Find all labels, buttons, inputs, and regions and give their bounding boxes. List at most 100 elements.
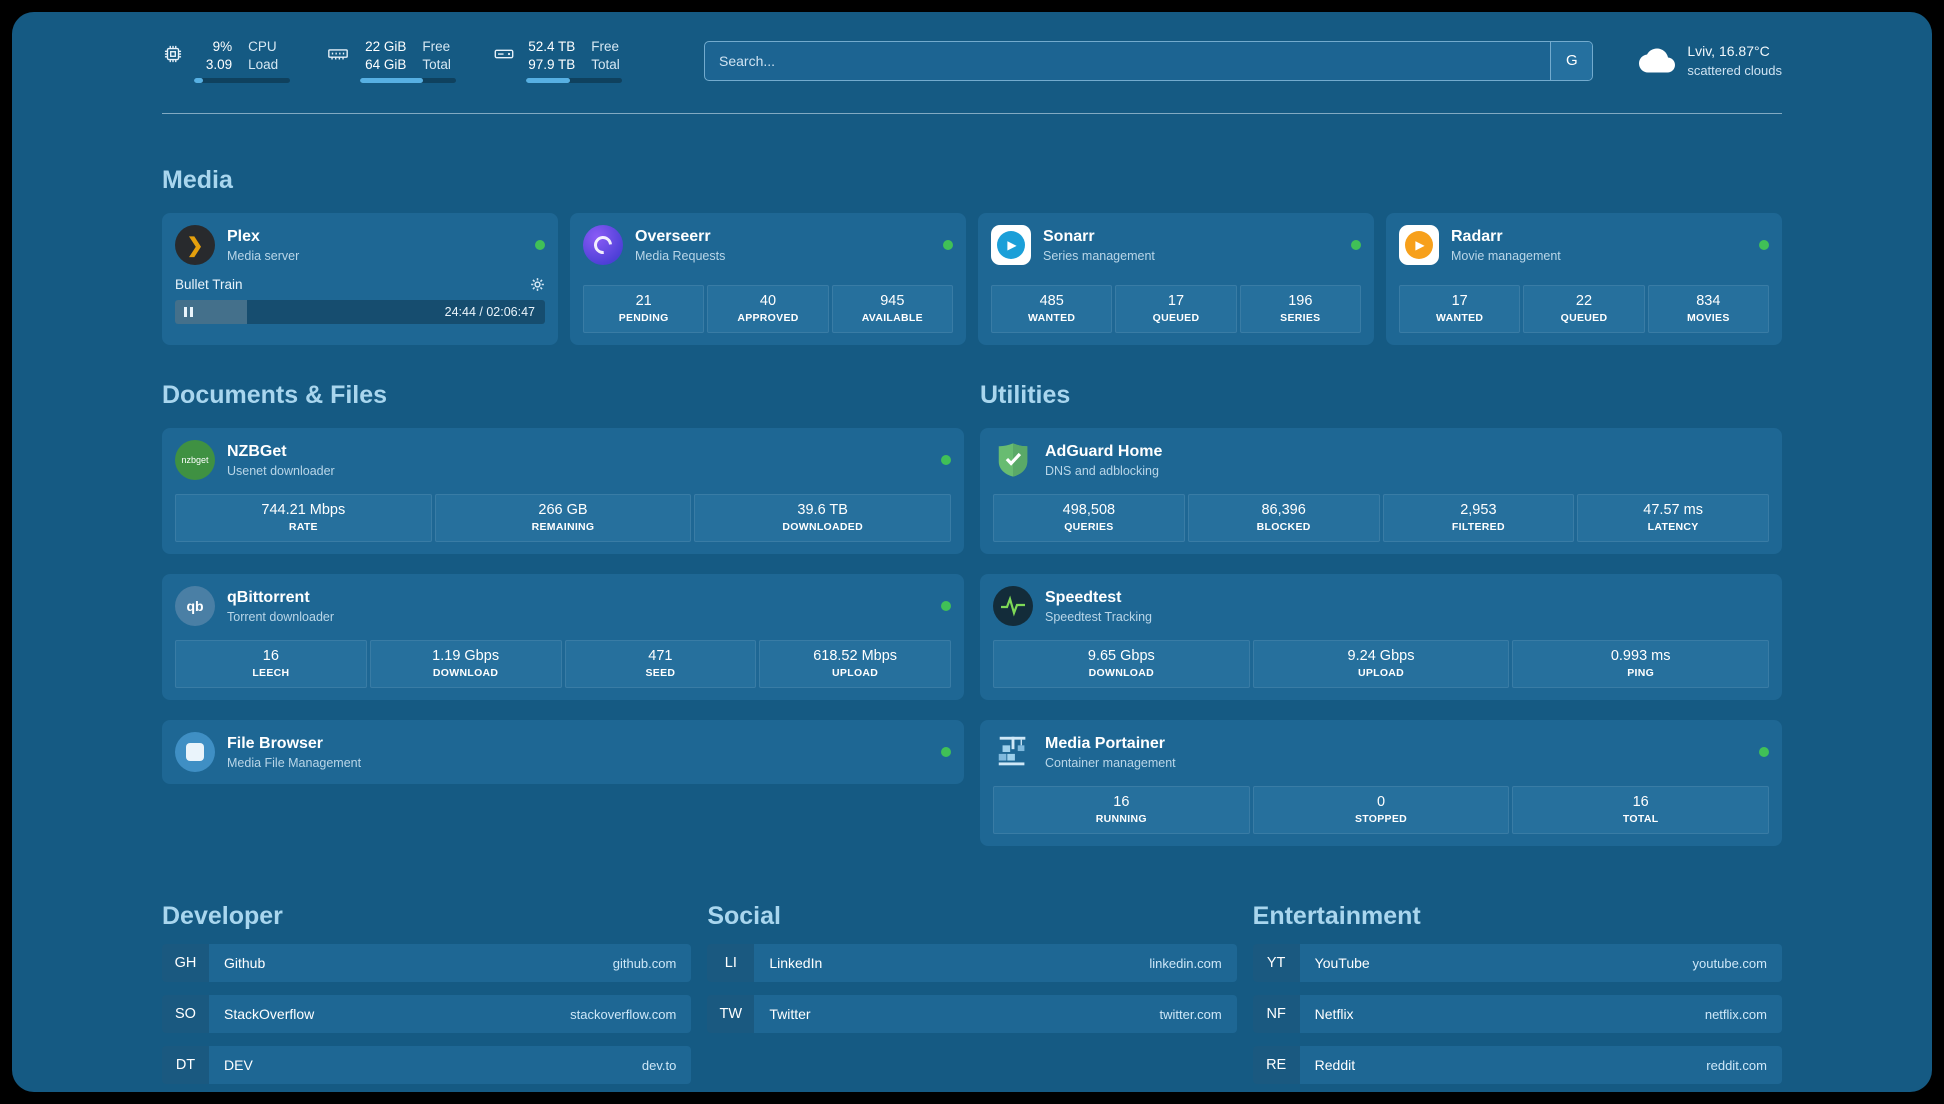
now-playing-title: Bullet Train xyxy=(175,277,243,292)
app-card-portainer: Media Portainer Container management 16 … xyxy=(980,720,1782,846)
disk-free: 52.4 TB xyxy=(528,39,576,54)
status-dot xyxy=(943,240,953,250)
radarr-icon: ▶ xyxy=(1399,225,1439,265)
stat-ping: 0.993 ms PING xyxy=(1512,640,1770,688)
app-name: AdGuard Home xyxy=(1045,442,1163,460)
app-card-sonarr: ▶ Sonarr Series management 485 WANTED 17 xyxy=(978,213,1374,345)
stat-wanted: 17 WANTED xyxy=(1399,285,1521,333)
bookmark-name: LinkedIn xyxy=(769,955,823,971)
plex-icon: ❯ xyxy=(175,225,215,265)
app-tile-adguard[interactable]: AdGuard Home DNS and adblocking xyxy=(993,440,1769,480)
search-engine-button[interactable]: G xyxy=(1550,41,1593,80)
disk-widget: 52.4 TB Free 97.9 TB Total xyxy=(492,38,622,83)
bookmark-twitter[interactable]: TW Twitter twitter.com xyxy=(707,995,1237,1033)
cloud-icon xyxy=(1639,47,1676,74)
app-tile-portainer[interactable]: Media Portainer Container management xyxy=(993,732,1769,772)
stat-total: 16 TOTAL xyxy=(1512,786,1770,834)
top-bar: 9% CPU 3.09 Load 22 GiB xyxy=(162,38,1782,83)
stat-upload: 618.52 Mbps UPLOAD xyxy=(759,640,951,688)
bookmark-reddit[interactable]: RE Reddit reddit.com xyxy=(1252,1046,1782,1084)
bookmark-name: YouTube xyxy=(1314,955,1370,971)
search-input[interactable] xyxy=(705,52,1551,69)
bookmark-github[interactable]: GH Github github.com xyxy=(162,944,692,982)
app-subtitle: DNS and adblocking xyxy=(1045,463,1159,478)
section-title-media: Media xyxy=(162,166,233,194)
bookmark-dev[interactable]: DT DEV dev.to xyxy=(162,1046,692,1084)
section-title-entertainment: Entertainment xyxy=(1252,902,1421,930)
app-tile-filebrowser[interactable]: File Browser Media File Management xyxy=(175,732,951,772)
app-name: Plex xyxy=(227,227,260,245)
memory-free-label: Free xyxy=(422,39,451,54)
stat-upload: 9.24 Gbps UPLOAD xyxy=(1252,640,1510,688)
app-tile-nzbget[interactable]: nzbget NZBGet Usenet downloader xyxy=(175,440,951,480)
stat-filtered: 2,953 FILTERED xyxy=(1382,494,1575,542)
bookmark-abbr: SO xyxy=(162,995,209,1033)
app-name: File Browser xyxy=(227,734,324,752)
app-subtitle: Series management xyxy=(1043,248,1155,263)
status-dot xyxy=(941,455,951,465)
app-card-radarr: ▶ Radarr Movie management 17 WANTED 22 xyxy=(1386,213,1782,345)
stat-remaining: 266 GB REMAINING xyxy=(434,494,692,542)
bookmark-name: Netflix xyxy=(1314,1006,1354,1022)
stat-queued: 22 QUEUED xyxy=(1523,285,1645,333)
app-subtitle: Media Requests xyxy=(635,248,726,263)
gear-icon[interactable] xyxy=(530,277,545,292)
bookmark-stackoverflow[interactable]: SO StackOverflow stackoverflow.com xyxy=(162,995,692,1033)
app-card-overseerr: Overseerr Media Requests 21 PENDING 40 A… xyxy=(570,213,966,345)
stat-available: 945 AVAILABLE xyxy=(831,285,953,333)
bookmark-name: Github xyxy=(224,955,266,971)
speedtest-icon xyxy=(993,586,1033,626)
stat-leech: 16 LEECH xyxy=(175,640,367,688)
playback-progress-bar[interactable]: 24:44 / 02:06:47 xyxy=(175,300,545,324)
stat-latency: 47.57 ms LATENCY xyxy=(1577,494,1769,542)
bookmark-linkedin[interactable]: LI LinkedIn linkedin.com xyxy=(707,944,1237,982)
app-card-nzbget: nzbget NZBGet Usenet downloader 744.21 M… xyxy=(162,428,964,554)
memory-widget: 22 GiB Free 64 GiB Total xyxy=(326,38,456,83)
section-title-developer: Developer xyxy=(162,902,283,930)
app-name: Overseerr xyxy=(635,227,711,245)
bookmark-youtube[interactable]: YT YouTube youtube.com xyxy=(1252,944,1782,982)
app-tile-plex[interactable]: ❯ Plex Media server xyxy=(175,225,545,265)
app-subtitle: Media server xyxy=(227,248,300,263)
app-tile-sonarr[interactable]: ▶ Sonarr Series management xyxy=(991,225,1361,265)
bookmark-abbr: RE xyxy=(1252,1046,1300,1084)
status-dot xyxy=(941,747,951,757)
stat-series: 196 SERIES xyxy=(1239,285,1361,333)
memory-total-label: Total xyxy=(422,57,451,72)
bookmark-abbr: YT xyxy=(1252,944,1300,982)
bookmark-netflix[interactable]: NF Netflix netflix.com xyxy=(1252,995,1782,1033)
disk-icon xyxy=(492,43,516,65)
pause-icon[interactable] xyxy=(184,307,193,317)
disk-progress-bar xyxy=(526,78,622,83)
app-name: NZBGet xyxy=(227,442,287,460)
sonarr-icon: ▶ xyxy=(991,225,1031,265)
app-subtitle: Media File Management xyxy=(227,755,362,770)
stat-download: 9.65 Gbps DOWNLOAD xyxy=(993,640,1250,688)
section-title-social: Social xyxy=(707,902,781,930)
stat-approved: 40 APPROVED xyxy=(707,285,829,333)
app-tile-speedtest[interactable]: Speedtest Speedtest Tracking xyxy=(993,586,1769,626)
stat-rate: 744.21 Mbps RATE xyxy=(175,494,432,542)
topbar-divider xyxy=(162,113,1782,114)
stat-seed: 471 SEED xyxy=(564,640,757,688)
app-subtitle: Torrent downloader xyxy=(227,609,335,624)
stat-pending: 21 PENDING xyxy=(583,285,705,333)
stat-stopped: 0 STOPPED xyxy=(1252,786,1510,834)
app-tile-overseerr[interactable]: Overseerr Media Requests xyxy=(583,225,953,265)
nzbget-icon: nzbget xyxy=(175,440,215,480)
app-card-qbittorrent: qb qBittorrent Torrent downloader 16 LEE… xyxy=(162,574,964,700)
app-subtitle: Speedtest Tracking xyxy=(1045,609,1153,624)
memory-total: 64 GiB xyxy=(365,57,407,72)
stat-download: 1.19 Gbps DOWNLOAD xyxy=(369,640,562,688)
bookmark-abbr: TW xyxy=(707,995,755,1033)
memory-free: 22 GiB xyxy=(365,39,407,54)
cpu-widget: 9% CPU 3.09 Load xyxy=(162,38,290,83)
bookmark-url: dev.to xyxy=(641,1057,677,1073)
app-card-plex: ❯ Plex Media server Bullet Train xyxy=(162,213,558,345)
status-dot xyxy=(941,601,951,611)
bookmark-name: StackOverflow xyxy=(224,1006,315,1022)
app-tile-radarr[interactable]: ▶ Radarr Movie management xyxy=(1399,225,1769,265)
app-tile-qbittorrent[interactable]: qb qBittorrent Torrent downloader xyxy=(175,586,951,626)
bookmark-url: github.com xyxy=(612,955,677,971)
search-bar: G xyxy=(704,40,1594,81)
